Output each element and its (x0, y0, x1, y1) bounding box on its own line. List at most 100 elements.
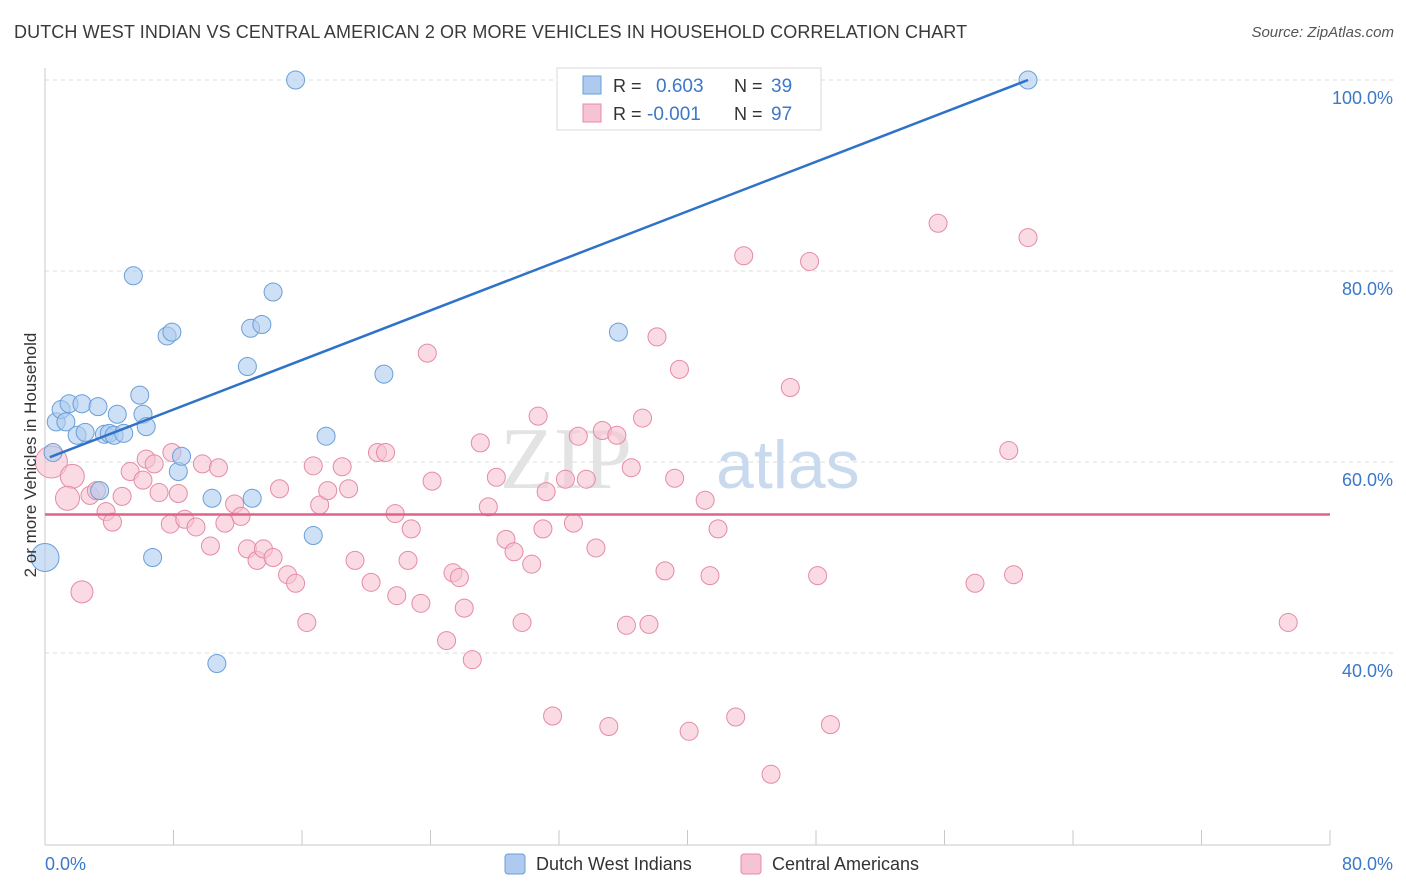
series-legend: Dutch West Indians Central Americans (504, 853, 919, 875)
central-americans-point (192, 454, 212, 474)
central-americans-point (568, 426, 588, 446)
central-americans-point (200, 536, 220, 556)
central-americans-point (533, 519, 553, 539)
central-americans-point (512, 612, 532, 632)
y-axis-label: 2 or more Vehicles in Household (21, 333, 40, 578)
y-tick-label: 40.0% (1342, 661, 1393, 681)
stats-n-label-pink: N = (734, 104, 763, 124)
x-tick-labels: 0.0% 80.0% (45, 854, 1393, 874)
central-americans-point (1004, 565, 1024, 585)
dutch-west-indians-point (263, 282, 283, 302)
central-americans-point (422, 471, 442, 491)
central-americans-point (332, 457, 352, 477)
central-americans-point (965, 573, 985, 593)
dutch-west-indians-point (207, 654, 227, 674)
central-americans-point (376, 442, 396, 462)
central-americans-point (462, 650, 482, 670)
stats-n-value-blue: 39 (771, 76, 792, 97)
central-americans-point (639, 614, 659, 634)
central-americans-point (286, 573, 306, 593)
x-tick-label-max: 80.0% (1342, 854, 1393, 874)
central-americans-point (633, 408, 653, 428)
stats-r-value-blue: 0.603 (656, 76, 704, 97)
dutch-west-indians-point (374, 364, 394, 384)
dutch-west-indians-point (30, 543, 60, 572)
central-americans-point (417, 343, 437, 363)
dutch-west-indians-point (172, 446, 192, 466)
central-americans-point (700, 566, 720, 586)
central-americans-point (1018, 228, 1038, 248)
central-americans-point (208, 458, 228, 478)
central-americans-point (576, 469, 596, 489)
central-americans-points (34, 213, 1298, 784)
central-americans-point (708, 519, 728, 539)
central-americans-point (761, 764, 781, 784)
central-americans-point (411, 593, 431, 613)
central-americans-point (470, 433, 490, 453)
central-americans-point (820, 715, 840, 735)
dutch-west-indians-point (56, 412, 76, 432)
dutch-west-indians-point (143, 548, 163, 567)
central-americans-point (339, 479, 359, 499)
dutch-west-indians-point (286, 70, 306, 90)
legend-swatch-dutch-west-indians (504, 853, 526, 875)
central-americans-point (102, 512, 122, 532)
dutch-west-indians-point (107, 404, 127, 424)
dutch-west-indians-point (202, 488, 222, 508)
central-americans-point (669, 359, 689, 379)
central-americans-point (621, 458, 641, 478)
central-americans-point (186, 517, 206, 537)
central-americans-point (1278, 612, 1298, 632)
central-americans-point (665, 468, 685, 488)
dutch-west-indians-point (75, 422, 95, 442)
central-americans-point (563, 513, 583, 533)
trend-lines (45, 78, 1330, 516)
central-americans-point (586, 538, 606, 558)
central-americans-point (607, 425, 627, 445)
central-americans-point (528, 406, 548, 426)
dutch-west-indians-trend-line (49, 78, 1029, 459)
dutch-west-indians-point (123, 266, 143, 286)
central-americans-point (504, 542, 524, 562)
dutch-west-indians-point (130, 385, 150, 405)
central-americans-point (647, 327, 667, 347)
central-americans-point (616, 615, 636, 635)
stats-swatch-blue (582, 75, 602, 95)
central-americans-point (59, 463, 85, 489)
central-americans-point (655, 561, 675, 581)
central-americans-point (263, 548, 283, 567)
dutch-west-indians-point (608, 322, 628, 342)
central-americans-point (437, 631, 457, 651)
y-tick-label: 80.0% (1342, 279, 1393, 299)
central-americans-point (54, 485, 80, 511)
dutch-west-indians-point (162, 322, 182, 342)
dutch-west-indians-point (88, 397, 108, 417)
legend-label-central-americans: Central Americans (772, 854, 919, 874)
central-americans-point (303, 456, 323, 476)
central-americans-point (555, 469, 575, 489)
central-americans-point (133, 470, 153, 490)
central-americans-point (149, 483, 169, 503)
central-americans-point (734, 246, 754, 266)
watermark: ZIP atlas (500, 411, 860, 508)
source-credit: Source: ZipAtlas.com (1251, 24, 1394, 41)
central-americans-point (70, 580, 94, 604)
central-americans-point (112, 486, 132, 506)
y-tick-labels: 40.0% 60.0% 80.0% 100.0% (1332, 88, 1393, 681)
x-tick-label-min: 0.0% (45, 854, 86, 874)
central-americans-point (478, 497, 498, 517)
central-americans-point (345, 550, 365, 570)
chart-title: DUTCH WEST INDIAN VS CENTRAL AMERICAN 2 … (14, 22, 968, 42)
dutch-west-indians-point (237, 357, 257, 376)
stats-r-label-pink: R = (613, 104, 642, 124)
central-americans-point (401, 519, 421, 539)
central-americans-point (800, 251, 820, 271)
central-americans-point (168, 484, 188, 504)
stats-n-value-pink: 97 (771, 104, 792, 125)
dutch-west-indians-point (252, 314, 272, 334)
y-tick-label: 100.0% (1332, 88, 1393, 108)
central-americans-point (599, 717, 619, 737)
stats-r-label-blue: R = (613, 76, 642, 96)
dutch-west-indians-point (90, 481, 110, 501)
